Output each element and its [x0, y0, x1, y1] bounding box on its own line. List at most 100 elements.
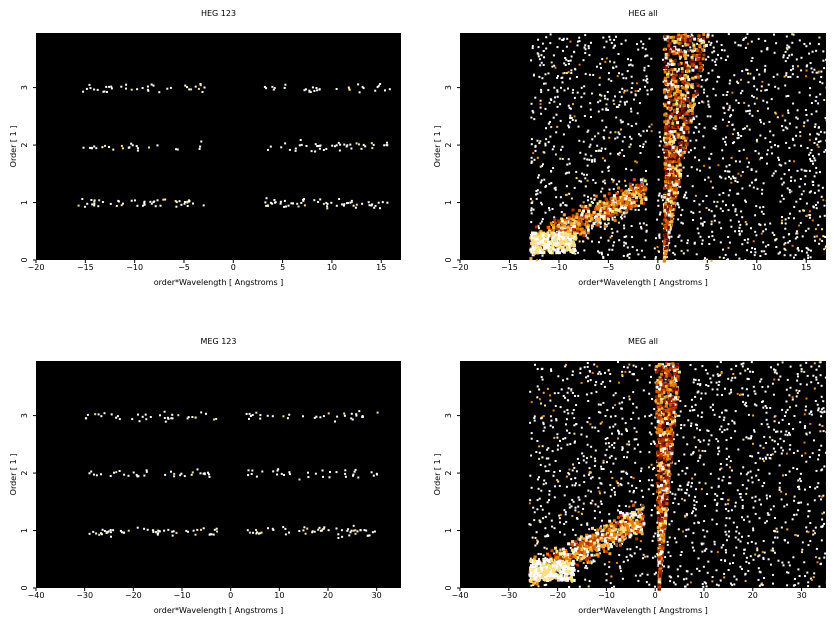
heatmap-pixel: [531, 109, 534, 112]
heatmap-pixel: [793, 256, 795, 259]
heatmap-pixel: [725, 447, 728, 450]
heatmap-pixel: [798, 210, 801, 213]
heatmap-pixel: [101, 201, 104, 203]
heatmap-pixel: [717, 53, 719, 56]
heatmap-pixel: [135, 145, 138, 148]
heatmap-pixel: [568, 237, 572, 241]
heatmap-pixel: [701, 48, 705, 52]
heatmap-pixel: [615, 116, 618, 119]
heatmap-pixel: [632, 491, 635, 494]
heatmap-pixel: [604, 97, 607, 100]
heatmap-pixel: [543, 237, 547, 241]
heatmap-pixel: [805, 114, 808, 116]
heatmap-pixel: [550, 170, 553, 172]
heatmap-pixel: [536, 508, 539, 511]
heatmap-pixel: [676, 121, 680, 125]
heatmap-pixel: [701, 242, 704, 245]
heatmap-pixel: [572, 528, 574, 531]
heatmap-pixel: [690, 422, 693, 425]
heatmap-pixel: [547, 225, 551, 229]
heatmap-pixel: [787, 76, 790, 78]
heatmap-pixel: [668, 96, 672, 100]
heatmap-pixel: [669, 555, 672, 558]
heatmap-pixel: [167, 417, 170, 420]
heatmap-pixel: [662, 136, 666, 140]
heatmap-pixel: [587, 209, 591, 213]
heatmap-pixel: [679, 48, 683, 52]
heatmap-pixel: [618, 554, 621, 556]
heatmap-pixel: [656, 218, 659, 221]
heatmap-pixel: [689, 119, 693, 123]
heatmap-pixel: [599, 206, 603, 210]
heatmap-pixel: [787, 111, 790, 114]
heatmap-pixel: [184, 201, 186, 203]
heatmap-pixel: [755, 138, 758, 141]
heatmap-pixel: [573, 234, 577, 238]
heatmap-pixel: [800, 368, 803, 371]
heatmap-pixel: [668, 116, 672, 120]
heatmap-pixel: [823, 67, 826, 70]
heatmap-pixel: [734, 210, 737, 213]
heatmap-pixel: [548, 101, 551, 104]
heatmap-pixel: [574, 482, 577, 485]
heatmap-pixel: [703, 535, 706, 538]
heatmap-pixel: [745, 110, 748, 113]
heatmap-pixel: [742, 148, 745, 151]
heatmap-pixel: [715, 381, 718, 384]
heatmap-pixel: [690, 573, 693, 576]
heatmap-pixel: [724, 253, 727, 256]
heatmap-pixel: [625, 242, 627, 245]
y-tick-label: 2: [20, 143, 29, 148]
heatmap-pixel: [785, 72, 788, 75]
heatmap-pixel: [724, 409, 727, 412]
heatmap-pixel: [701, 583, 704, 585]
heatmap-pixel: [764, 245, 767, 248]
heatmap-pixel: [707, 72, 710, 75]
heatmap-pixel: [580, 523, 583, 526]
heatmap-pixel: [560, 388, 563, 391]
heatmap-pixel: [657, 178, 660, 181]
heatmap-pixel: [652, 493, 655, 495]
heatmap-pixel: [753, 429, 755, 432]
heatmap-pixel: [812, 162, 814, 165]
heatmap-pixel: [678, 163, 682, 167]
heatmap-pixel: [603, 563, 606, 566]
heatmap-pixel: [190, 473, 193, 476]
heatmap-pixel: [529, 557, 532, 560]
heatmap-pixel: [575, 216, 579, 220]
heatmap-pixel: [108, 146, 110, 148]
heatmap-pixel: [696, 567, 699, 570]
heatmap-pixel: [612, 406, 614, 409]
heatmap-pixel: [544, 515, 547, 518]
heatmap-pixel: [642, 177, 645, 180]
heatmap-pixel: [806, 374, 809, 377]
heatmap-pixel: [660, 194, 663, 197]
heatmap-pixel: [308, 89, 311, 92]
heatmap-pixel: [104, 144, 106, 147]
heatmap-pixel: [658, 131, 661, 134]
heatmap-pixel: [703, 581, 706, 584]
heatmap-pixel: [766, 101, 769, 104]
heatmap-pixel: [247, 474, 250, 477]
heatmap-pixel: [153, 200, 156, 203]
heatmap-pixel: [537, 235, 541, 239]
heatmap-pixel: [713, 50, 716, 53]
heatmap-pixel: [785, 388, 788, 391]
heatmap-pixel: [595, 214, 598, 218]
heatmap-pixel: [531, 245, 535, 249]
heatmap-pixel: [567, 243, 571, 247]
heatmap-pixel: [100, 532, 102, 535]
heatmap-pixel: [552, 226, 555, 229]
heatmap-pixel: [713, 543, 716, 546]
heatmap-pixel: [694, 403, 697, 406]
heatmap-pixel: [600, 465, 603, 468]
heatmap-pixel: [555, 251, 559, 255]
heatmap-pixel: [803, 441, 806, 444]
heatmap-pixel: [706, 429, 709, 432]
heatmap-pixel: [530, 162, 533, 164]
heatmap-pixel: [608, 188, 611, 191]
heatmap-pixel: [784, 222, 787, 225]
heatmap-pixel: [621, 447, 624, 450]
heatmap-pixel: [671, 122, 675, 125]
heatmap-pixel: [668, 196, 672, 200]
